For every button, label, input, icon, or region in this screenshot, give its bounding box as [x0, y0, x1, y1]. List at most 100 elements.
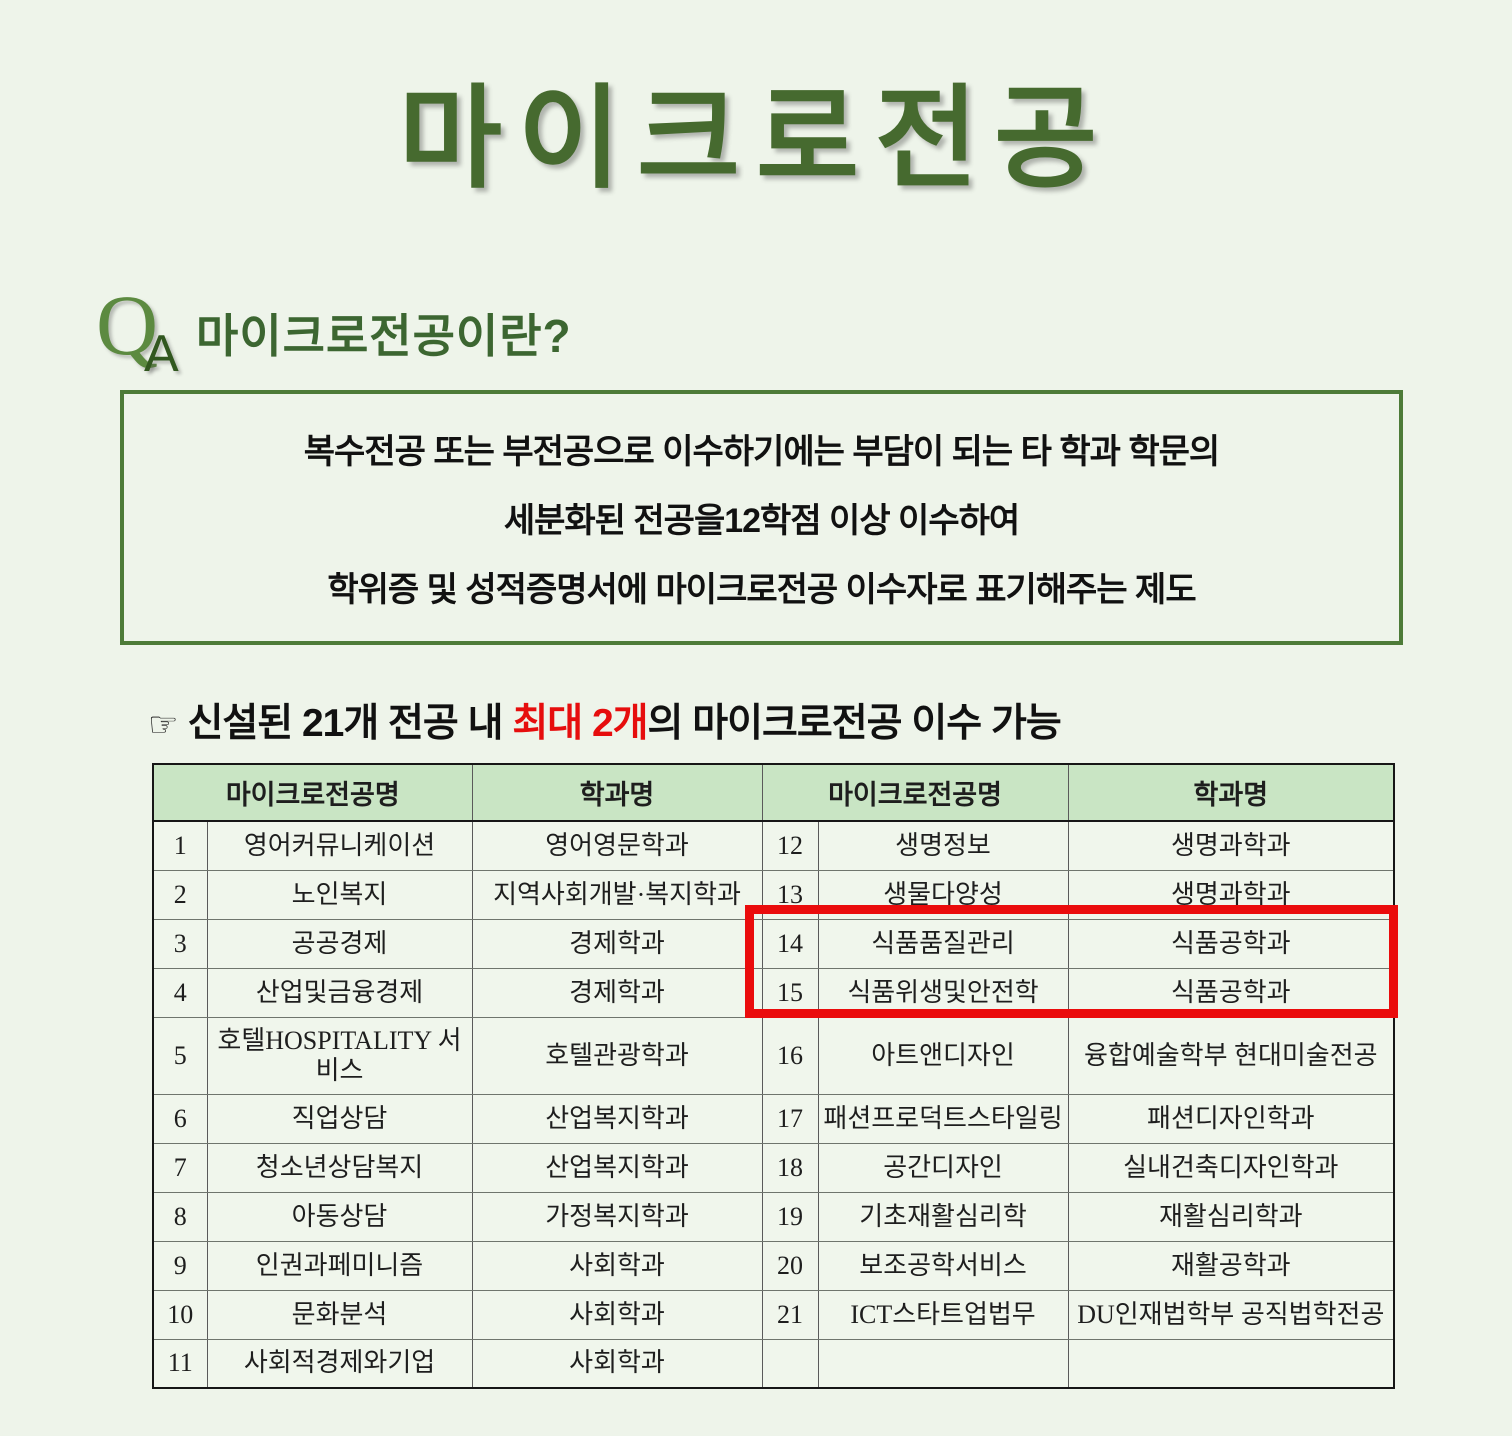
- dept-name-left: 경제학과: [471, 918, 763, 969]
- major-name-left: 인권과페미니즘: [206, 1240, 473, 1291]
- header-major-name-right: 마이크로전공명: [761, 763, 1069, 822]
- row-number-left: 7: [152, 1142, 208, 1193]
- row-number-right: 12: [761, 820, 819, 871]
- qa-logo: Q A: [96, 282, 206, 392]
- major-name-right: 패션프로덕트스타일링: [817, 1093, 1069, 1144]
- major-name-right: 공간디자인: [817, 1142, 1069, 1193]
- major-name-right: 식품위생및안전학: [817, 967, 1069, 1018]
- table-row: 5 호텔HOSPITALITY 서비스 호텔관광학과 16 아트앤디자인 융합예술학부 현…: [152, 1016, 1395, 1095]
- row-number-left: 5: [152, 1016, 208, 1095]
- dept-name-right: 패션디자인학과: [1067, 1093, 1395, 1144]
- dept-name-left: 호텔관광학과: [471, 1016, 763, 1095]
- definition-line-1: 복수전공 또는 부전공으로 이수하기에는 부담이 되는 타 학과 학문의: [303, 433, 1220, 471]
- row-number-right: 13: [761, 869, 819, 920]
- row-number-right: [761, 1338, 819, 1389]
- definition-box: 복수전공 또는 부전공으로 이수하기에는 부담이 되는 타 학과 학문의 세분화…: [120, 390, 1403, 645]
- major-name-right: 기초재활심리학: [817, 1191, 1069, 1242]
- major-name-left: 호텔HOSPITALITY 서비스: [206, 1016, 473, 1095]
- row-number-left: 4: [152, 967, 208, 1018]
- note-line: ☞ 신설된 21개 전공 내 최대 2개의 마이크로전공 이수 가능: [148, 692, 1062, 748]
- dept-name-right: 생명과학과: [1067, 820, 1395, 871]
- row-number-left: 6: [152, 1093, 208, 1144]
- row-number-right: 20: [761, 1240, 819, 1291]
- header-major-name-left: 마이크로전공명: [152, 763, 473, 822]
- page-title: 마이크로전공: [398, 76, 1114, 201]
- table-row: 7 청소년상담복지 산업복지학과 18 공간디자인 실내건축디자인학과: [152, 1142, 1395, 1193]
- table-row: 8 아동상담 가정복지학과 19 기초재활심리학 재활심리학과: [152, 1191, 1395, 1242]
- row-number-left: 9: [152, 1240, 208, 1291]
- major-name-left: 공공경제: [206, 918, 473, 969]
- major-name-left: 노인복지: [206, 869, 473, 920]
- qa-logo-a-letter: A: [144, 325, 179, 383]
- note-highlight-text: 최대 2개: [512, 702, 648, 745]
- row-number-left: 3: [152, 918, 208, 969]
- major-name-left: 사회적경제와기업: [206, 1338, 473, 1389]
- row-number-right: 19: [761, 1191, 819, 1242]
- dept-name-right: 융합예술학부 현대미술전공: [1067, 1016, 1395, 1095]
- dept-name-left: 산업복지학과: [471, 1142, 763, 1193]
- dept-name-right: 식품공학과: [1067, 918, 1395, 969]
- row-number-left: 8: [152, 1191, 208, 1242]
- definition-line-2: 세분화된 전공을12학점 이상 이수하여: [503, 502, 1020, 540]
- dept-name-left: 사회학과: [471, 1289, 763, 1340]
- table-row: 4 산업및금융경제 경제학과 15 식품위생및안전학 식품공학과: [152, 967, 1395, 1018]
- micro-major-table: 마이크로전공명 학과명 마이크로전공명 학과명 1 영어커뮤니케이션 영어영문학과 1…: [152, 763, 1396, 1389]
- dept-name-right: [1067, 1338, 1395, 1389]
- qa-logo-q-letter: Q: [96, 277, 159, 373]
- dept-name-left: 사회학과: [471, 1240, 763, 1291]
- major-name-left: 청소년상담복지: [206, 1142, 473, 1193]
- row-number-right: 21: [761, 1289, 819, 1340]
- dept-name-left: 지역사회개발·복지학과: [471, 869, 763, 920]
- major-name-right: ICT스타트업법무: [817, 1289, 1069, 1340]
- dept-name-right: 생명과학과: [1067, 869, 1395, 920]
- table-row: 11 사회적경제와기업 사회학과: [152, 1338, 1395, 1389]
- note-prefix-text: 신설된 21개 전공 내: [187, 702, 513, 745]
- section-heading: 마이크로전공이란?: [196, 310, 572, 362]
- row-number-right: 16: [761, 1016, 819, 1095]
- table-row: 3 공공경제 경제학과 14 식품품질관리 식품공학과: [152, 918, 1395, 969]
- table-row: 10 문화분석 사회학과 21 ICT스타트업법무 DU인재법학부 공직법학전공: [152, 1289, 1395, 1340]
- row-number-right: 14: [761, 918, 819, 969]
- header-dept-name-left: 학과명: [471, 763, 763, 822]
- major-name-right: 식품품질관리: [817, 918, 1069, 969]
- dept-name-right: DU인재법학부 공직법학전공: [1067, 1289, 1395, 1340]
- table-row: 2 노인복지 지역사회개발·복지학과 13 생물다양성 생명과학과: [152, 869, 1395, 920]
- table-row: 9 인권과페미니즘 사회학과 20 보조공학서비스 재활공학과: [152, 1240, 1395, 1291]
- header-dept-name-right: 학과명: [1067, 763, 1395, 822]
- table-body: 1 영어커뮤니케이션 영어영문학과 12 생명정보 생명과학과 2 노인복지 지역사회개발·복지…: [152, 820, 1395, 1389]
- major-name-right: 보조공학서비스: [817, 1240, 1069, 1291]
- row-number-left: 2: [152, 869, 208, 920]
- major-table-wrapper: 마이크로전공명 학과명 마이크로전공명 학과명 1 영어커뮤니케이션 영어영문학과 1…: [152, 763, 1396, 1389]
- dept-name-right: 실내건축디자인학과: [1067, 1142, 1395, 1193]
- major-name-right: 생물다양성: [817, 869, 1069, 920]
- pointing-hand-icon: ☞: [148, 706, 179, 744]
- table-header-row: 마이크로전공명 학과명 마이크로전공명 학과명: [152, 763, 1395, 822]
- dept-name-right: 재활심리학과: [1067, 1191, 1395, 1242]
- row-number-right: 17: [761, 1093, 819, 1144]
- table-row: 6 직업상담 산업복지학과 17 패션프로덕트스타일링 패션디자인학과: [152, 1093, 1395, 1144]
- definition-line-3: 학위증 및 성적증명서에 마이크로전공 이수자로 표기해주는 제도: [327, 571, 1196, 609]
- dept-name-left: 가정복지학과: [471, 1191, 763, 1242]
- row-number-right: 15: [761, 967, 819, 1018]
- row-number-right: 18: [761, 1142, 819, 1193]
- dept-name-left: 영어영문학과: [471, 820, 763, 871]
- major-name-left: 문화분석: [206, 1289, 473, 1340]
- dept-name-right: 식품공학과: [1067, 967, 1395, 1018]
- major-name-left: 직업상담: [206, 1093, 473, 1144]
- major-name-right: 생명정보: [817, 820, 1069, 871]
- dept-name-left: 사회학과: [471, 1338, 763, 1389]
- major-name-left: 아동상담: [206, 1191, 473, 1242]
- major-name-right: 아트앤디자인: [817, 1016, 1069, 1095]
- dept-name-right: 재활공학과: [1067, 1240, 1395, 1291]
- note-suffix-text: 의 마이크로전공 이수 가능: [647, 702, 1062, 745]
- dept-name-left: 산업복지학과: [471, 1093, 763, 1144]
- major-name-right: [817, 1338, 1069, 1389]
- major-name-left: 영어커뮤니케이션: [206, 820, 473, 871]
- dept-name-left: 경제학과: [471, 967, 763, 1018]
- row-number-left: 10: [152, 1289, 208, 1340]
- row-number-left: 11: [152, 1338, 208, 1389]
- major-name-left: 산업및금융경제: [206, 967, 473, 1018]
- table-row: 1 영어커뮤니케이션 영어영문학과 12 생명정보 생명과학과: [152, 820, 1395, 871]
- row-number-left: 1: [152, 820, 208, 871]
